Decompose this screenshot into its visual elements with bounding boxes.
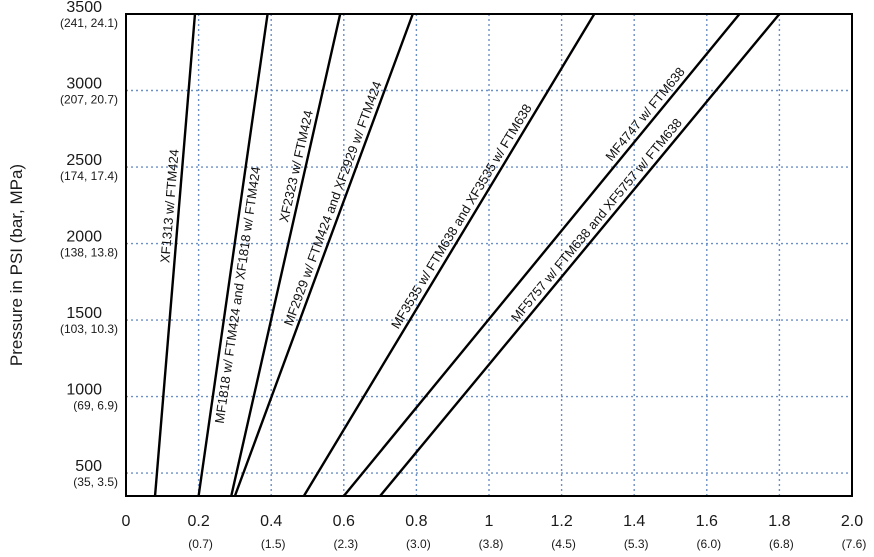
y-axis-title: Pressure in PSI (bar, MPa) (7, 164, 26, 366)
series-lines (153, 13, 781, 497)
x-tick-sublabel: (0.7) (188, 537, 213, 551)
series-line (153, 13, 197, 497)
y-tick-label: 2500 (66, 152, 102, 169)
x-tick-label: 2.0 (841, 513, 863, 530)
series-line (302, 13, 596, 497)
y-tick-label: 1000 (66, 382, 102, 399)
series-line (230, 13, 342, 497)
x-tick-sublabel: (7.6) (842, 537, 867, 551)
y-tick-label: 1500 (66, 305, 102, 322)
y-tick-label: 3000 (66, 76, 102, 93)
y-axis-tick-labels: 500(35, 3.5) 1000(69, 6.9) 1500(103, 10.3)… (60, 0, 118, 489)
series-line (342, 13, 741, 497)
y-tick-sublabel: (138, 13.8) (60, 246, 118, 260)
x-tick-sublabel: (3.0) (406, 537, 431, 551)
x-tick-sublabel: (3.8) (479, 537, 504, 551)
grid-lines (126, 14, 852, 496)
x-tick-label: 1.2 (550, 513, 572, 530)
series-line (379, 13, 781, 497)
y-tick-label: 2000 (66, 229, 102, 246)
x-tick-label: 0.4 (260, 513, 282, 530)
x-tick-sublabel: (5.3) (624, 537, 649, 551)
y-tick-sublabel: (103, 10.3) (60, 322, 118, 336)
series-line (233, 13, 414, 497)
series-line (197, 13, 269, 497)
x-tick-label: 1 (485, 513, 494, 530)
x-tick-label: 0 (122, 513, 131, 530)
x-axis-tick-labels: 0 0.2 (0.7) 0.4 (1.5) 0.6 (2.3) 0.8 (3.0) 1 (3.8) 1… (122, 513, 867, 551)
y-tick-sublabel: (35, 3.5) (73, 475, 118, 489)
x-tick-sublabel: (6.8) (769, 537, 794, 551)
x-tick-label: 0.2 (187, 513, 209, 530)
y-tick-label: 500 (75, 458, 102, 475)
y-tick-sublabel: (241, 24.1) (60, 16, 118, 30)
x-tick-label: 0.6 (333, 513, 355, 530)
series-labels: XF1313 w/ FTM424 MF1818 w/ FTM424 and XF1… (157, 64, 687, 424)
x-tick-sublabel: (2.3) (333, 537, 358, 551)
x-tick-label: 1.6 (696, 513, 718, 530)
x-tick-label: 0.8 (405, 513, 427, 530)
y-tick-sublabel: (207, 20.7) (60, 93, 118, 107)
y-tick-sublabel: (174, 17.4) (60, 169, 118, 183)
plot-frame (125, 13, 853, 497)
x-tick-label: 1.8 (768, 513, 790, 530)
y-tick-sublabel: (69, 6.9) (73, 399, 118, 413)
x-tick-sublabel: (6.0) (696, 537, 721, 551)
series-label: MF5757 w/ FTM638 and XF5757 w/ FTM638 (508, 115, 685, 324)
y-tick-label: 3500 (66, 0, 102, 16)
x-tick-sublabel: (1.5) (261, 537, 286, 551)
series-label: MF3535 w/ FTM638 and XF3535 w/ FTM638 (388, 101, 535, 331)
x-tick-label: 1.4 (623, 513, 645, 530)
x-tick-sublabel: (4.5) (551, 537, 576, 551)
